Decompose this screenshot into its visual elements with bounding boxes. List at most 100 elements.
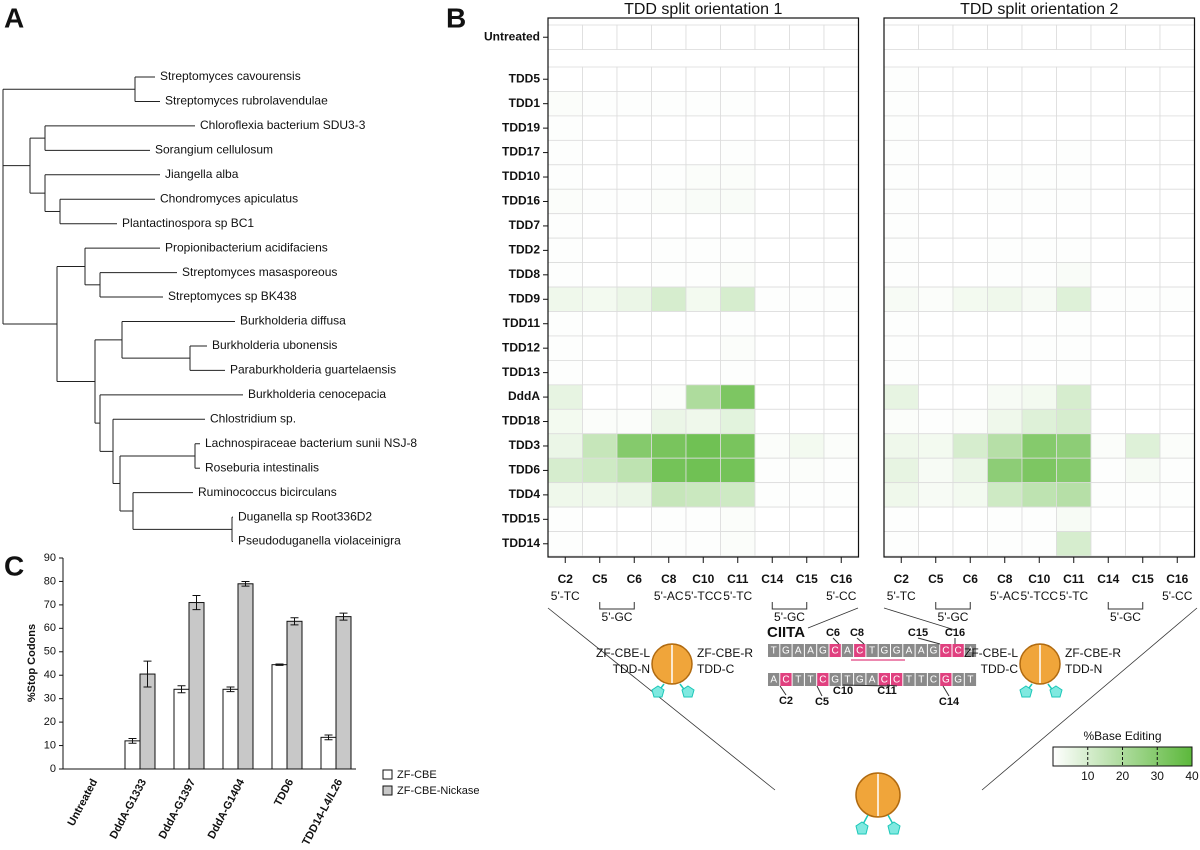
heat-cell xyxy=(789,213,825,239)
panel-label: C xyxy=(4,550,24,581)
heat-cell xyxy=(789,433,825,459)
heat-cell xyxy=(789,262,825,288)
context-bracket xyxy=(771,602,808,610)
leaf-label: Streptomyces rubrolavendulae xyxy=(165,94,328,108)
heat-cell xyxy=(754,457,790,484)
heat-cell xyxy=(789,335,825,361)
base-letter: A xyxy=(844,646,851,657)
heat-cell xyxy=(1125,457,1161,484)
base-box xyxy=(866,644,878,657)
heat-cell xyxy=(685,482,721,508)
row-label: TDD10 xyxy=(502,169,540,183)
heat-cell xyxy=(883,188,919,215)
heat-cell xyxy=(987,24,1023,50)
leaf-label: Lachnospiraceae bacterium sunii NSJ-8 xyxy=(205,436,417,450)
heat-cell xyxy=(1159,506,1195,532)
heat-cell xyxy=(1056,531,1092,557)
heat-cell xyxy=(685,531,721,557)
heat-cell xyxy=(1159,237,1195,263)
leaf-label: Chondromyces apiculatus xyxy=(160,191,298,205)
heat-cell xyxy=(1125,262,1161,288)
site-label: C10 xyxy=(833,685,853,697)
site-label: C11 xyxy=(877,685,897,697)
leaf-label: Burkholderia diffusa xyxy=(240,314,346,328)
heat-cell xyxy=(1056,506,1092,532)
heat-cell xyxy=(823,286,859,312)
heat-cell xyxy=(952,91,988,117)
heat-cell xyxy=(1125,408,1161,435)
heat-cell xyxy=(883,384,919,410)
y-tick-label: 30 xyxy=(44,693,56,705)
base-letter: T xyxy=(967,675,973,686)
base-letter: G xyxy=(954,675,962,686)
base-box xyxy=(891,644,903,657)
heat-cell xyxy=(685,433,721,459)
col-label: C2 xyxy=(558,572,574,586)
base-box xyxy=(927,644,940,657)
bar xyxy=(237,583,254,770)
heat-cell xyxy=(987,286,1023,312)
heat-cell xyxy=(582,139,618,166)
heat-cell xyxy=(547,164,583,190)
leaf-label: Burkholderia ubonensis xyxy=(212,338,337,352)
leaf-label: Paraburkholderia guartelaensis xyxy=(230,363,396,377)
base-letter: A xyxy=(770,675,777,686)
heat-cell xyxy=(823,188,859,215)
heat-cell xyxy=(952,506,988,532)
y-axis-label: %Stop Codons xyxy=(26,624,38,702)
heat-cell xyxy=(616,115,652,141)
heat-cell xyxy=(547,531,583,557)
heat-cell xyxy=(616,24,652,50)
heat-cell xyxy=(1056,286,1092,312)
heat-cell xyxy=(952,237,988,263)
row-label: TDD7 xyxy=(509,218,541,232)
heat-cell xyxy=(918,482,954,508)
heat-cell xyxy=(547,237,583,263)
heat-cell xyxy=(987,311,1023,337)
base-box xyxy=(891,673,903,686)
context-label: 5'-GC xyxy=(602,610,633,624)
heat-cell xyxy=(651,115,687,141)
heat-cell xyxy=(616,262,652,288)
base-letter: C xyxy=(856,646,863,657)
heat-cell xyxy=(789,531,825,557)
enzyme-icon xyxy=(651,643,695,698)
error-bar xyxy=(128,738,137,744)
heat-cell xyxy=(987,506,1023,532)
heat-cell xyxy=(987,213,1023,239)
heat-cell xyxy=(547,115,583,141)
heat-cell xyxy=(685,359,721,386)
heat-cell xyxy=(1021,139,1057,166)
heat-cell xyxy=(582,408,618,435)
heat-cell xyxy=(1090,188,1126,215)
heat-cell xyxy=(720,188,756,215)
heatmap-title: TDD split orientation 2 xyxy=(960,1,1118,18)
heat-cell xyxy=(651,286,687,312)
heat-cell xyxy=(1056,188,1092,215)
heat-cell xyxy=(685,164,721,190)
base-box xyxy=(817,644,829,657)
heat-cell xyxy=(720,164,756,190)
heat-cell xyxy=(823,213,859,239)
heat-cell xyxy=(883,91,919,117)
base-letter: T xyxy=(795,675,801,686)
heat-cell xyxy=(720,311,756,337)
x-tick-label: Untreated xyxy=(66,777,101,828)
base-box xyxy=(940,673,952,686)
colorbar-label: %Base Editing xyxy=(1083,729,1161,743)
heat-cell xyxy=(883,506,919,532)
heat-cell xyxy=(754,433,790,459)
heat-cell xyxy=(720,24,756,50)
colorbar-tick-label: 10 xyxy=(1081,769,1095,783)
x-tick-label: TDD14-L4/L26 xyxy=(300,777,345,847)
heat-cell xyxy=(582,286,618,312)
heat-cell xyxy=(952,139,988,166)
site-pointer xyxy=(779,685,787,696)
leaf-label: Chlostridium sp. xyxy=(210,411,296,425)
heat-cell xyxy=(720,66,756,92)
bar xyxy=(286,620,303,770)
row-label: TDD16 xyxy=(502,194,540,208)
heat-cell xyxy=(685,115,721,141)
heat-cell xyxy=(918,115,954,141)
col-label: C8 xyxy=(661,572,677,586)
